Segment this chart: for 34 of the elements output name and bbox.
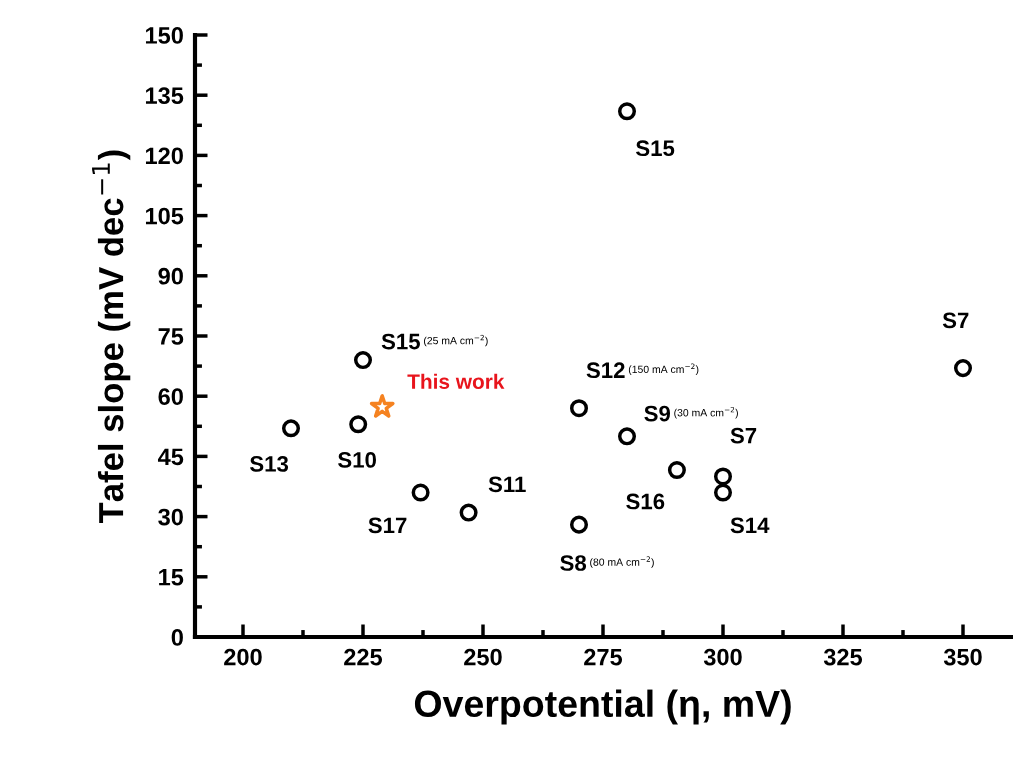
x-tick-label: 325 <box>823 648 863 666</box>
annotation: S14 <box>730 517 770 534</box>
annotation: S15 (25 mA cm$^{−2}$) <box>381 333 488 350</box>
y-axis-title: Tafel slope (mV dec$^{−1}$) <box>92 150 131 524</box>
y-tick-label: 15 <box>159 569 184 586</box>
x-tick-label: 350 <box>943 648 982 666</box>
annotation: S15 <box>635 140 675 157</box>
y-tick-label: 120 <box>145 147 183 165</box>
annotation: S11 <box>488 476 526 493</box>
y-tick-label: 60 <box>158 388 183 405</box>
x-tick-label: 300 <box>703 648 742 666</box>
annotation: S9 (30 mA cm$^{−2}$) <box>644 405 738 422</box>
annotation: S13 <box>249 456 289 472</box>
annotation: S10 <box>338 452 376 468</box>
x-tick-label: 200 <box>224 648 262 666</box>
x-tick-label: 275 <box>584 648 623 666</box>
x-axis-title: Overpotential (η, mV) <box>414 689 791 725</box>
series-label: This work <box>407 373 505 390</box>
y-tick-label: 150 <box>145 27 183 44</box>
annotation: S16 <box>626 493 665 510</box>
annotation: S7 <box>730 427 757 444</box>
annotation: S12 (150 mA cm$^{−2}$) <box>586 362 699 379</box>
y-tick-label: 0 <box>171 629 183 646</box>
y-tick-label: 45 <box>157 448 184 466</box>
annotation: S17 <box>368 517 407 534</box>
annotation: S8 (80 mA cm$^{−2}$) <box>560 555 654 571</box>
y-tick-label: 90 <box>158 267 183 285</box>
annotation: S7 <box>942 312 969 329</box>
x-tick-label: 250 <box>464 648 502 666</box>
y-tick-label: 75 <box>158 328 184 345</box>
y-tick-label: 135 <box>145 87 184 105</box>
y-tick-label: 30 <box>158 508 183 526</box>
y-tick-label: 105 <box>145 207 184 225</box>
x-tick-label: 225 <box>344 648 383 666</box>
